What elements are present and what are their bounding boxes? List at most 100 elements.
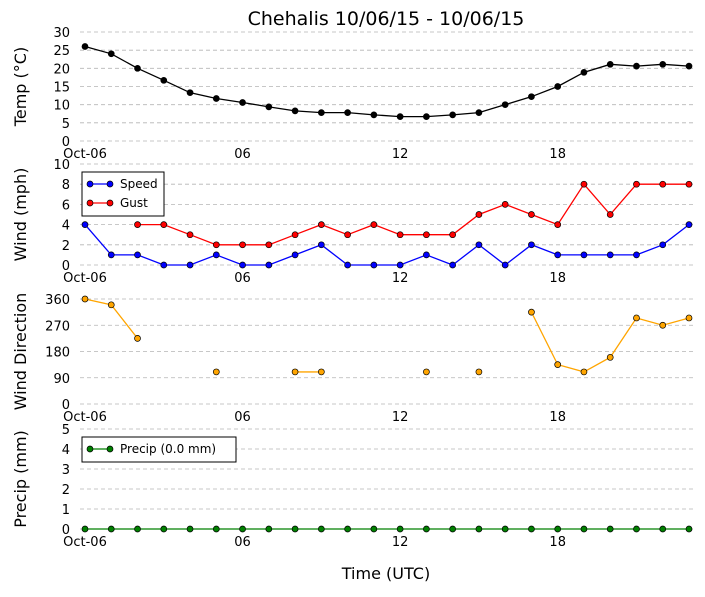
- data-point: [606, 251, 614, 259]
- data-point: [160, 525, 168, 533]
- data-point: [449, 525, 457, 533]
- y-tick-label: 0: [62, 135, 70, 150]
- data-point: [633, 314, 640, 322]
- data-point: [265, 241, 273, 249]
- x-tick-label: 12: [392, 410, 409, 425]
- data-point: [528, 241, 535, 249]
- legend-swatch-marker: [106, 445, 114, 453]
- y-tick-label: 3: [62, 463, 70, 478]
- data-point: [291, 525, 299, 533]
- data-point: [291, 231, 299, 239]
- data-point: [659, 525, 667, 533]
- data-point: [606, 60, 614, 68]
- x-tick-label: 06: [234, 147, 251, 162]
- data-point: [370, 261, 378, 269]
- data-point: [344, 231, 351, 239]
- data-point: [633, 251, 640, 259]
- data-point: [212, 241, 220, 249]
- data-point: [134, 525, 141, 533]
- y-tick-label: 5: [62, 117, 70, 132]
- x-tick-label: 06: [234, 410, 251, 425]
- data-point: [370, 221, 378, 228]
- data-point: [317, 525, 325, 533]
- data-point: [107, 50, 115, 58]
- legend-label: Precip (0.0 mm): [120, 442, 216, 456]
- data-point: [475, 211, 483, 218]
- data-point: [160, 261, 168, 269]
- y-tick-label: 30: [53, 26, 70, 41]
- data-point: [317, 221, 325, 228]
- data-point: [475, 109, 483, 117]
- data-point: [659, 60, 667, 68]
- data-point: [107, 525, 115, 533]
- data-point: [81, 221, 89, 228]
- data-point: [265, 103, 273, 111]
- y-tick-label: 360: [45, 293, 70, 308]
- data-point: [344, 261, 351, 269]
- data-point: [370, 111, 378, 119]
- data-point: [633, 525, 640, 533]
- data-point: [449, 231, 457, 239]
- x-tick-label: 18: [549, 535, 566, 550]
- legend-label: Gust: [120, 196, 148, 210]
- data-point: [423, 231, 430, 239]
- y-tick-label: 180: [45, 346, 70, 361]
- x-tick-label: 18: [549, 271, 566, 286]
- data-point: [580, 180, 588, 188]
- panel-2: 0 90 180 270 360 Oct-06 06 12 18 Wind Direction: [11, 293, 695, 425]
- data-point: [212, 368, 220, 376]
- data-point: [186, 261, 194, 269]
- data-point: [317, 368, 325, 376]
- x-tick-label: Oct-06: [63, 271, 107, 286]
- y-tick-label: 10: [53, 99, 70, 114]
- data-point: [160, 221, 168, 228]
- data-point: [580, 251, 588, 259]
- y-tick-label: 90: [53, 372, 70, 387]
- data-point: [685, 180, 693, 188]
- y-tick-label: 2: [62, 239, 70, 254]
- data-point: [107, 301, 115, 309]
- data-point: [580, 368, 588, 376]
- data-point: [265, 261, 273, 269]
- y-tick-label: 0: [62, 259, 70, 274]
- data-point: [107, 251, 115, 259]
- data-point: [239, 261, 246, 269]
- series-line: [137, 183, 689, 246]
- data-point: [423, 251, 430, 259]
- y-axis-label: Precip (mm): [11, 430, 30, 528]
- legend-swatch-marker: [86, 445, 94, 453]
- x-tick-label: 12: [392, 147, 409, 162]
- data-point: [186, 231, 194, 239]
- data-point: [475, 241, 483, 249]
- y-tick-label: 2: [62, 483, 70, 498]
- data-point: [423, 113, 430, 121]
- data-point: [239, 99, 246, 106]
- x-tick-label: Oct-06: [63, 147, 107, 162]
- y-tick-label: 25: [53, 44, 70, 59]
- y-tick-label: 20: [53, 62, 70, 77]
- y-tick-label: 4: [62, 443, 70, 458]
- x-tick-label: 12: [392, 535, 409, 550]
- y-tick-label: 0: [62, 523, 70, 538]
- data-point: [554, 361, 562, 368]
- data-point: [685, 525, 693, 533]
- legend-swatch-marker: [106, 199, 114, 207]
- y-tick-label: 4: [62, 219, 70, 234]
- y-tick-label: 1: [62, 503, 70, 518]
- y-axis-label: Wind Direction: [11, 293, 30, 411]
- x-tick-label: 18: [549, 410, 566, 425]
- data-point: [423, 525, 430, 533]
- y-axis-label: Wind (mph): [11, 168, 30, 262]
- data-point: [239, 241, 246, 249]
- series-line: [84, 45, 690, 118]
- data-point: [475, 525, 483, 533]
- data-point: [633, 180, 640, 188]
- data-point: [659, 321, 667, 329]
- data-point: [317, 109, 325, 117]
- y-tick-label: 270: [45, 319, 70, 334]
- data-point: [396, 231, 404, 239]
- data-point: [81, 43, 89, 50]
- data-point: [81, 295, 89, 303]
